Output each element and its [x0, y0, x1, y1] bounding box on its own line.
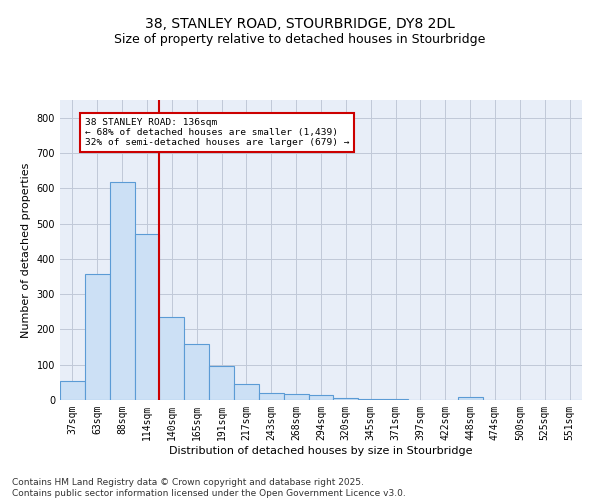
Bar	[85, 274, 110, 400]
Bar	[358, 399, 383, 400]
Bar	[160, 317, 184, 400]
Bar	[284, 394, 308, 400]
Bar	[334, 398, 358, 400]
Bar	[184, 344, 209, 400]
Text: 38 STANLEY ROAD: 136sqm
← 68% of detached houses are smaller (1,439)
32% of semi: 38 STANLEY ROAD: 136sqm ← 68% of detache…	[85, 118, 349, 148]
Bar	[60, 380, 85, 400]
Text: Contains HM Land Registry data © Crown copyright and database right 2025.
Contai: Contains HM Land Registry data © Crown c…	[12, 478, 406, 498]
Y-axis label: Number of detached properties: Number of detached properties	[21, 162, 31, 338]
Bar	[259, 393, 284, 400]
Bar	[134, 234, 160, 400]
Bar	[458, 397, 482, 400]
Bar	[308, 394, 334, 400]
Bar	[209, 366, 234, 400]
Bar	[110, 182, 134, 400]
Bar	[234, 384, 259, 400]
X-axis label: Distribution of detached houses by size in Stourbridge: Distribution of detached houses by size …	[169, 446, 473, 456]
Text: 38, STANLEY ROAD, STOURBRIDGE, DY8 2DL: 38, STANLEY ROAD, STOURBRIDGE, DY8 2DL	[145, 18, 455, 32]
Text: Size of property relative to detached houses in Stourbridge: Size of property relative to detached ho…	[115, 32, 485, 46]
